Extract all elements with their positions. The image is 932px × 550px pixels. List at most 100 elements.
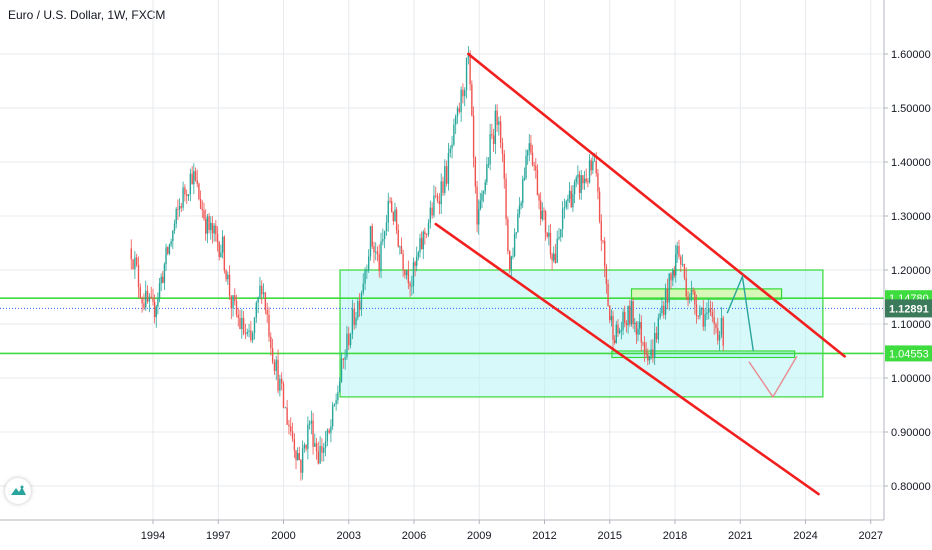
candle-body: [523, 177, 526, 180]
candle: [323, 443, 325, 462]
candle-body: [607, 283, 609, 306]
projection-path: [748, 356, 798, 399]
candle-body: [213, 225, 215, 234]
candle: [713, 308, 715, 335]
candle: [146, 285, 149, 304]
candle: [351, 299, 354, 340]
candle: [158, 277, 161, 303]
candle: [137, 256, 140, 298]
candle-body: [353, 309, 355, 326]
candle: [167, 246, 169, 256]
channel-layer: [434, 52, 846, 496]
candle-body: [362, 283, 364, 293]
candle: [275, 355, 277, 381]
candle-body: [451, 144, 453, 149]
candle-body: [661, 305, 663, 314]
candle-body: [654, 332, 656, 359]
candle: [414, 260, 416, 277]
candle-body: [282, 383, 285, 408]
candle: [385, 214, 388, 236]
candle-body: [303, 444, 306, 449]
candle: [627, 305, 629, 334]
candle-body: [530, 143, 532, 153]
candle: [528, 134, 530, 162]
candle-body: [295, 450, 297, 460]
candle-body: [520, 202, 522, 206]
candle-body: [232, 295, 234, 309]
candle-body: [670, 273, 672, 281]
candle-body: [553, 253, 555, 261]
tradingview-logo-icon[interactable]: [5, 478, 31, 504]
candle-body: [612, 315, 614, 340]
candle: [447, 142, 450, 191]
candle-body: [664, 288, 667, 315]
candle-body: [225, 270, 227, 280]
candle-body: [548, 232, 550, 237]
candle-body: [570, 190, 572, 208]
candle-body: [510, 256, 513, 270]
price-axis-panel: [884, 0, 932, 520]
candle: [491, 123, 493, 140]
candle: [264, 291, 267, 315]
candle: [515, 232, 517, 239]
candle-body: [405, 270, 408, 276]
candle: [210, 216, 212, 240]
candle: [530, 135, 532, 156]
candle-body: [489, 134, 491, 165]
candle: [239, 309, 241, 330]
candle-body: [444, 166, 446, 193]
candle: [659, 309, 661, 320]
channel-upper-line: [467, 52, 846, 358]
candle: [266, 302, 268, 323]
candle: [551, 252, 553, 271]
candle: [357, 298, 359, 321]
candle-body: [392, 211, 395, 222]
candle: [630, 299, 633, 327]
candle-body: [182, 187, 184, 208]
candle: [157, 292, 159, 315]
candle-body: [223, 236, 226, 271]
candle-body: [718, 334, 721, 341]
candle-body: [261, 285, 263, 295]
candle-body: [175, 208, 177, 224]
candle: [303, 442, 306, 453]
candle: [342, 357, 345, 369]
candle-body: [307, 424, 309, 449]
candle: [376, 246, 379, 262]
candle-body: [595, 160, 597, 174]
candle: [399, 245, 401, 255]
candle: [451, 135, 453, 159]
candle-body: [513, 233, 516, 256]
candle: [685, 267, 687, 301]
candle: [270, 332, 272, 356]
candle-body: [720, 317, 723, 335]
candle: [165, 243, 167, 271]
candle: [366, 264, 368, 280]
candle-body: [132, 259, 134, 270]
candle: [536, 164, 539, 196]
candle-body: [416, 256, 418, 266]
candle: [241, 309, 243, 339]
candle: [544, 209, 547, 241]
candle: [257, 296, 259, 314]
candle-body: [360, 292, 363, 310]
candle: [248, 323, 250, 338]
candle: [228, 265, 231, 300]
candle: [494, 104, 497, 155]
candle: [689, 293, 691, 304]
candle-body: [324, 441, 327, 448]
candle-body: [609, 305, 611, 321]
candle-body: [383, 231, 386, 240]
candle: [139, 283, 142, 299]
candle-body: [165, 247, 167, 265]
candle-body: [203, 210, 205, 220]
candle-body: [326, 430, 329, 442]
candle-body: [590, 160, 592, 171]
candle: [634, 318, 636, 333]
candle-body: [690, 290, 693, 300]
candle: [296, 447, 299, 461]
candle-body: [546, 232, 548, 237]
candle-body: [244, 333, 247, 335]
candle: [680, 254, 682, 272]
